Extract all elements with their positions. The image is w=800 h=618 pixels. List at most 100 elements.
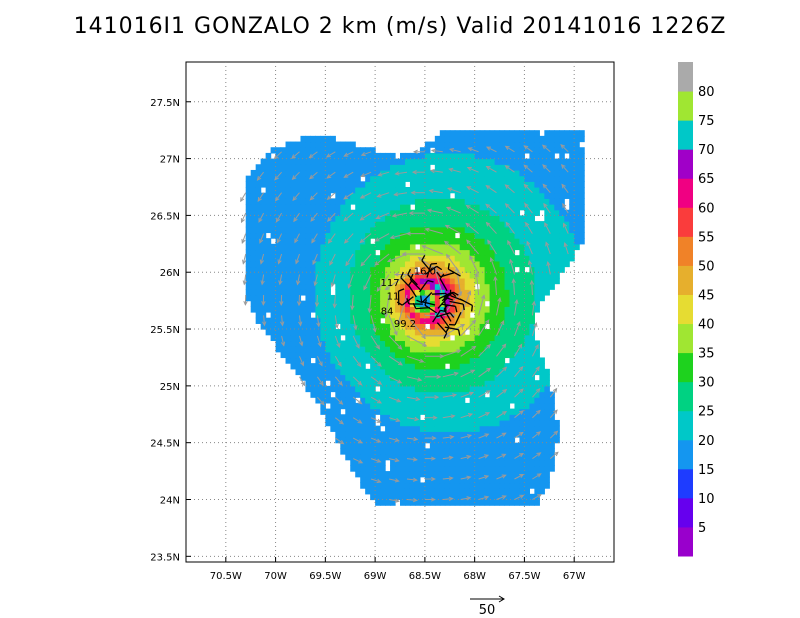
wind-cell xyxy=(404,351,411,359)
wind-cell xyxy=(514,306,521,313)
wind-vector-head xyxy=(502,389,508,394)
wind-cell xyxy=(454,380,461,387)
wind-cell xyxy=(255,232,262,239)
wind-cell xyxy=(529,164,535,171)
wind-vector-head xyxy=(448,147,455,153)
wind-cell xyxy=(250,198,257,205)
wind-cell xyxy=(524,215,530,222)
wind-cell xyxy=(355,152,361,160)
wind-cell xyxy=(325,221,331,228)
wind-cell xyxy=(469,294,476,302)
wind-vector xyxy=(406,458,417,461)
wind-vector xyxy=(466,186,479,194)
wind-cell xyxy=(509,238,516,245)
wind-cell xyxy=(504,476,511,484)
wind-cell xyxy=(459,482,466,489)
wind-vector xyxy=(542,184,551,194)
wind-cell xyxy=(454,329,461,336)
wind-cell xyxy=(519,294,526,302)
wind-cell xyxy=(504,152,511,160)
wind-cell xyxy=(295,260,302,268)
wind-cell xyxy=(434,198,441,205)
wind-cell xyxy=(265,289,272,296)
wind-cell xyxy=(365,448,371,455)
wind-cell xyxy=(280,249,287,256)
wind-cell xyxy=(434,476,441,484)
wind-cell xyxy=(360,169,366,177)
wind-cell xyxy=(400,300,406,307)
wind-cell xyxy=(504,368,511,376)
wind-cell xyxy=(280,272,287,279)
wind-cell xyxy=(474,266,481,273)
wind-cell xyxy=(464,448,471,455)
wind-cell xyxy=(350,374,356,381)
wind-cell xyxy=(300,158,307,165)
wind-cell xyxy=(529,471,535,478)
observation-barb xyxy=(441,303,456,307)
wind-cell xyxy=(464,437,471,444)
wind-cell xyxy=(365,272,371,279)
wind-cell xyxy=(534,363,540,370)
wind-cell xyxy=(390,385,396,393)
wind-cell xyxy=(514,323,521,330)
wind-cell xyxy=(499,147,506,154)
wind-cell xyxy=(514,442,521,449)
wind-vector xyxy=(543,203,551,214)
wind-cell xyxy=(315,255,321,262)
wind-cell xyxy=(245,221,252,228)
colorbar-label: 10 xyxy=(698,492,715,507)
wind-cell xyxy=(454,130,461,137)
wind-cell xyxy=(295,334,302,342)
wind-cell xyxy=(340,425,346,432)
wind-cell xyxy=(499,204,506,211)
wind-cell xyxy=(380,459,386,467)
wind-vector-head xyxy=(279,321,285,327)
wind-cell xyxy=(544,442,550,449)
wind-vector xyxy=(467,167,479,173)
wind-cell xyxy=(479,181,486,188)
wind-cell xyxy=(434,488,441,495)
wind-cell xyxy=(569,141,575,148)
wind-cell xyxy=(355,215,361,222)
wind-cell xyxy=(479,448,486,455)
wind-cell xyxy=(474,425,481,432)
colorbar-label: 55 xyxy=(698,230,715,245)
wind-cell xyxy=(569,198,575,205)
wind-vector-head xyxy=(294,238,299,244)
wind-cell xyxy=(345,169,351,177)
wind-cell xyxy=(479,158,486,165)
wind-cell xyxy=(350,419,356,427)
wind-cell xyxy=(320,306,326,313)
wind-cell xyxy=(270,215,277,222)
wind-cell xyxy=(385,380,391,387)
wind-cell xyxy=(315,164,321,171)
wind-cell xyxy=(310,300,316,307)
wind-cell xyxy=(444,334,451,342)
wind-cell xyxy=(424,255,431,262)
wind-cell xyxy=(325,141,331,148)
wind-cell xyxy=(265,215,272,222)
wind-cell xyxy=(439,277,446,285)
wind-cell xyxy=(320,294,326,302)
wind-cell xyxy=(414,294,421,302)
wind-cell xyxy=(469,215,476,222)
wind-cell xyxy=(390,454,396,461)
wind-cell xyxy=(439,226,446,234)
wind-cell xyxy=(554,226,560,234)
wind-cell xyxy=(390,425,396,432)
wind-cell xyxy=(355,294,361,302)
wind-cell xyxy=(400,488,406,495)
wind-cell xyxy=(564,238,570,245)
wind-cell xyxy=(509,323,516,330)
wind-cell xyxy=(290,277,297,285)
wind-cell xyxy=(285,209,292,217)
wind-cell xyxy=(429,391,436,398)
wind-cell xyxy=(514,215,521,222)
wind-cell xyxy=(335,266,341,273)
wind-vector-head xyxy=(445,206,452,211)
wind-vector xyxy=(394,192,408,196)
wind-vector-head xyxy=(397,319,402,325)
wind-vector-head xyxy=(553,409,558,415)
wind-cell xyxy=(439,425,446,432)
wind-cell xyxy=(494,232,501,239)
